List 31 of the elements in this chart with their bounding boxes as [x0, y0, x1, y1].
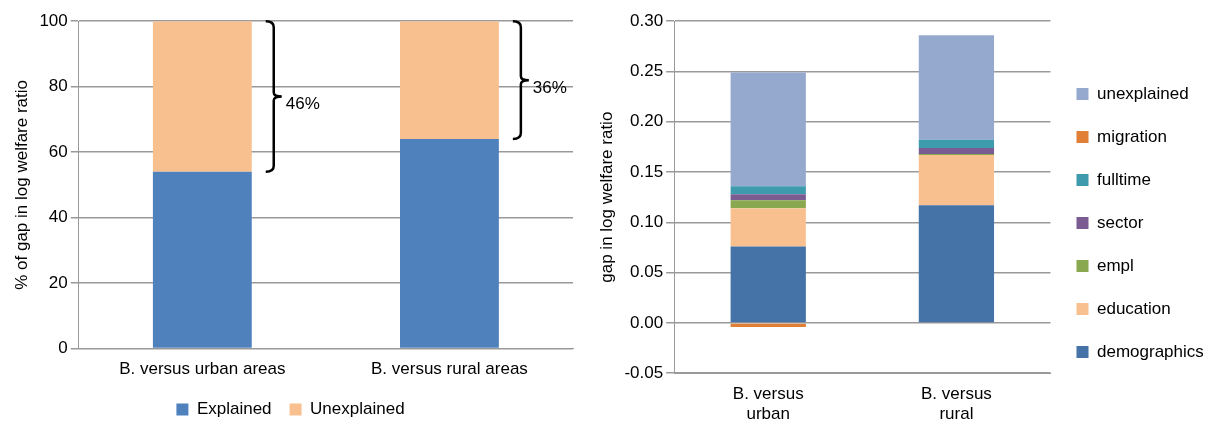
legend-label: education: [1097, 298, 1171, 318]
y-tick-label: 80: [48, 76, 68, 96]
y-tick-label: 0.25: [630, 61, 664, 81]
y-tick-label: 0.15: [630, 161, 664, 181]
x-tick-label: B. versus rural: [920, 384, 992, 424]
y-tick-label: 100: [39, 10, 68, 30]
y-tick-label: 0: [58, 338, 68, 358]
y-tick-label: 40: [48, 207, 68, 227]
legend-label: unexplained: [1097, 83, 1189, 103]
annotation: 46%: [285, 94, 320, 114]
legend-label: migration: [1097, 126, 1167, 146]
annotation: 36%: [532, 77, 567, 97]
legend-label: empl: [1097, 255, 1134, 275]
x-tick-label: B. versus rural areas: [371, 359, 528, 379]
x-tick-label: B. versus urban areas: [119, 359, 286, 379]
y-tick-label: 0.20: [630, 111, 664, 131]
y-tick-label: -0.05: [624, 362, 664, 382]
legend-label: fulltime: [1097, 169, 1151, 189]
legend-label: Unexplained: [310, 399, 405, 419]
y-tick-label: 0.30: [630, 10, 664, 30]
y-tick-label: 0.10: [630, 212, 664, 232]
y-axis-title: % of gap in log welfare ratio: [11, 80, 31, 290]
legend-label: demographics: [1097, 341, 1204, 361]
y-tick-label: 20: [48, 272, 68, 292]
y-axis-title: gap in log welfare ratio: [596, 111, 616, 283]
y-tick-label: 0.00: [630, 312, 664, 332]
y-tick-label: 60: [48, 141, 68, 161]
x-tick-label: B. versus urban: [732, 384, 804, 424]
legend-label: sector: [1097, 212, 1144, 232]
y-tick-label: 0.05: [630, 262, 664, 282]
legend-label: Explained: [196, 399, 272, 419]
